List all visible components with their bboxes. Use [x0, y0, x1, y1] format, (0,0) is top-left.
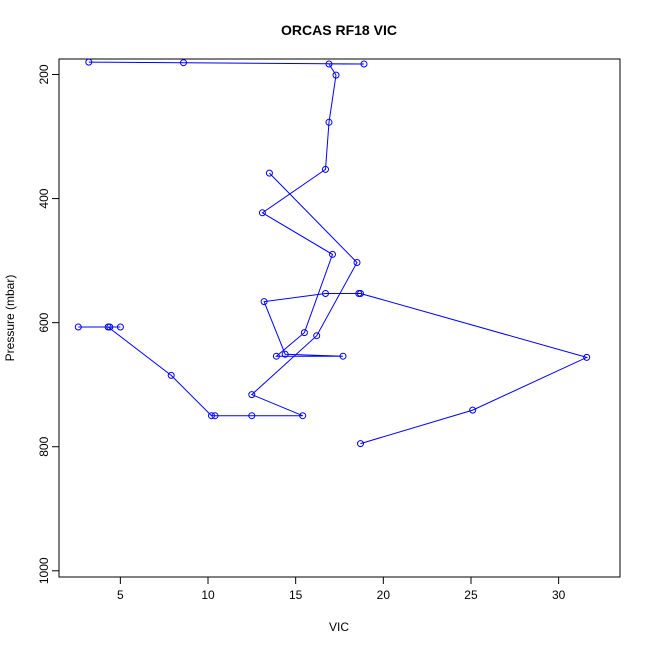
x-tick-label: 30 [552, 588, 566, 602]
data-point [583, 353, 591, 361]
data-point [208, 412, 215, 420]
data-point [325, 118, 333, 126]
data-point [260, 298, 268, 306]
data-point [74, 323, 82, 331]
data-point [248, 391, 256, 399]
y-axis: 200 400 600 800 1000 [37, 64, 60, 584]
data-point [313, 332, 321, 340]
series-line [88, 61, 589, 445]
y-tick-label: 400 [37, 188, 51, 208]
data-point [329, 250, 336, 258]
x-tick-label: 5 [117, 588, 124, 602]
series-layer [74, 58, 591, 448]
x-tick-label: 25 [464, 588, 478, 602]
x-tick-label: 10 [201, 588, 215, 602]
x-tick-label: 20 [377, 588, 391, 602]
plot-area-frame [58, 58, 621, 578]
data-point [299, 412, 307, 420]
data-point [355, 290, 363, 297]
data-point [339, 352, 347, 360]
data-series [74, 169, 361, 420]
chart-title: ORCAS RF18 VIC [281, 22, 397, 38]
data-point [353, 259, 361, 266]
y-tick-label: 200 [37, 64, 51, 84]
data-point [360, 60, 368, 68]
data-point [469, 406, 477, 414]
data-point [281, 350, 289, 358]
data-point [167, 371, 175, 379]
data-point [85, 58, 93, 66]
x-axis-label: VIC [329, 620, 349, 634]
data-point [332, 71, 340, 79]
data-point [104, 323, 112, 331]
data-point [258, 209, 266, 217]
y-tick-label: 800 [37, 436, 51, 456]
x-axis: 5 10 15 20 25 30 [117, 576, 566, 602]
y-tick-label: 1000 [37, 557, 51, 584]
data-point [248, 412, 256, 420]
data-point [322, 165, 329, 173]
data-point [116, 323, 124, 331]
y-axis-label: Pressure (mbar) [3, 275, 17, 362]
data-point [300, 329, 308, 337]
x-tick-label: 15 [289, 588, 303, 602]
y-tick-label: 600 [37, 312, 51, 332]
data-point [357, 440, 364, 448]
data-point [211, 412, 219, 420]
data-point [272, 352, 280, 360]
data-point [322, 290, 329, 297]
data-point [325, 60, 333, 68]
data-series [85, 58, 591, 448]
data-point [180, 59, 187, 67]
data-point [265, 169, 273, 177]
